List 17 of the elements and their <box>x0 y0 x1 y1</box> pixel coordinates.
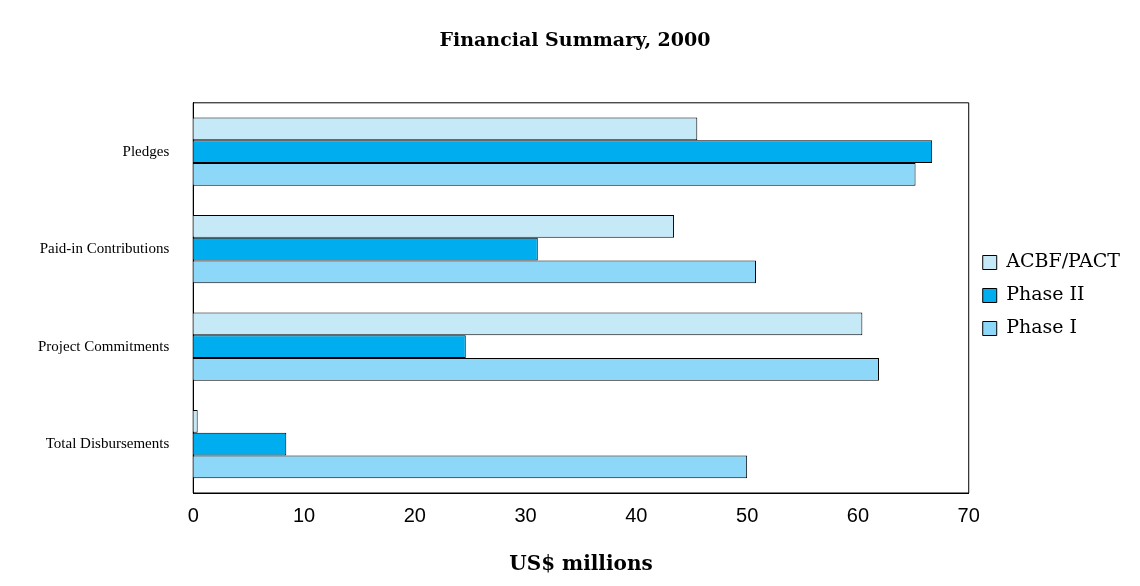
x-tick-label: 40 <box>625 503 648 526</box>
x-tick-label: 20 <box>403 503 426 526</box>
legend-label: ACBF/PACT <box>1005 249 1121 272</box>
x-tick-label: 0 <box>187 503 199 526</box>
y-tick-label: Project Commitments <box>37 337 170 354</box>
x-tick-label: 60 <box>846 503 870 526</box>
x-tick-label: 70 <box>957 503 980 526</box>
x-axis-title: US$ millions <box>509 551 653 576</box>
legend-label: Phase I <box>1006 315 1078 338</box>
y-tick-label: Total Disbursements <box>45 435 170 452</box>
y-tick-label: Paid-in Contributions <box>39 240 170 257</box>
x-tick-label: 30 <box>514 503 537 526</box>
chart-title: Financial Summary, 2000 <box>439 28 711 51</box>
legend-label: Phase II <box>1006 282 1085 305</box>
x-tick-label: 50 <box>736 503 759 526</box>
y-tick-label: Pledges <box>122 142 170 159</box>
x-tick-label: 10 <box>292 503 316 526</box>
